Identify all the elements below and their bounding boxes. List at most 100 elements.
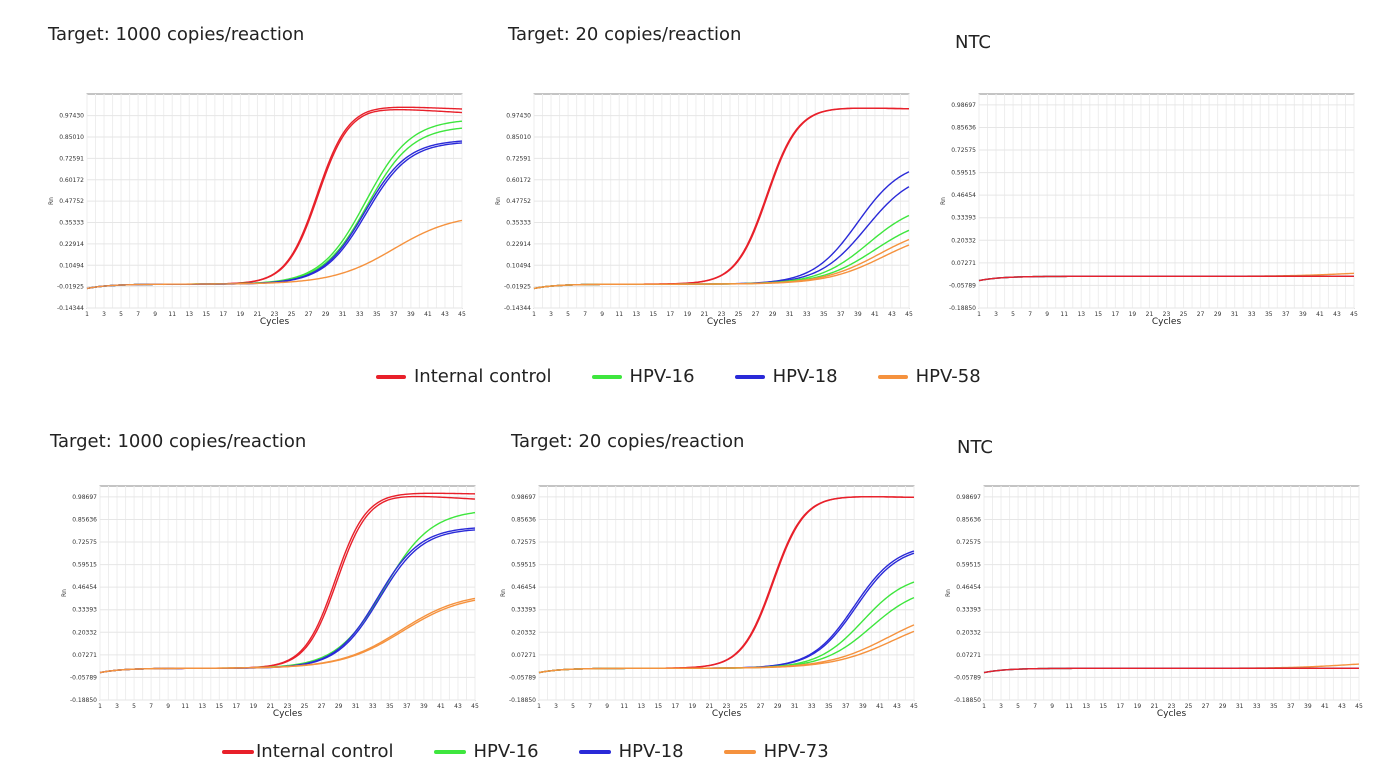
x-tick-label: 45 [1350,311,1358,318]
x-tick-label: 19 [1134,703,1142,710]
x-tick-label: 3 [115,703,119,710]
legend-item-hpv18: HPV-18 [734,366,838,387]
y-tick-label: 0.72591 [59,155,84,162]
legend-label: HPV-18 [772,366,838,387]
y-tick-label: 0.20332 [951,237,976,244]
x-tick-label: 29 [322,311,330,318]
x-tick-label: 39 [859,703,867,710]
x-tick-label: 41 [437,703,445,710]
x-tick-label: 39 [1304,703,1312,710]
y-tick-label: 0.97430 [59,113,84,120]
legend-item-hpv18: HPV-18 [578,741,684,762]
y-tick-label: 0.98697 [511,494,536,501]
x-tick-label: 33 [356,311,364,318]
y-tick-label: 0.72575 [72,539,97,546]
legend-swatch [376,374,406,379]
legend-item-hpv73: HPV-73 [723,741,829,762]
y-tick-label: 0.07271 [72,652,97,659]
x-tick-label: 7 [1028,311,1032,318]
x-tick-label: 35 [373,311,381,318]
legend-top: Internal control HPV-16 HPV-18 HPV-58 [376,366,1021,387]
x-tick-label: 11 [181,703,189,710]
x-tick-label: 23 [1163,311,1171,318]
x-tick-label: 17 [1112,311,1120,318]
y-tick-label: 0.98697 [956,494,981,501]
x-tick-label: 45 [905,311,913,318]
y-tick-label: 0.35333 [506,220,531,227]
y-axis-label: Rn [61,589,68,597]
y-tick-label: 0.07271 [956,652,981,659]
y-tick-label: 0.33393 [511,607,536,614]
y-axis-label: Rn [940,197,947,205]
x-tick-label: 43 [1338,703,1346,710]
chart-6-title: NTC [957,437,993,458]
x-tick-label: 21 [706,703,714,710]
legend-swatch [734,374,765,379]
x-tick-label: 35 [820,311,828,318]
chart-3-title: NTC [955,32,991,53]
chart-5-title: Target: 20 copies/reaction [511,431,745,452]
x-tick-label: 9 [600,311,604,318]
y-tick-label: 0.20332 [956,629,981,636]
y-tick-label: -0.18850 [509,697,536,704]
y-tick-label: 0.46454 [511,584,536,591]
x-tick-label: 1 [98,703,102,710]
y-tick-label: -0.18850 [949,305,976,312]
y-tick-label: 0.85636 [72,516,97,523]
x-tick-label: 27 [752,311,760,318]
x-tick-label: 11 [615,311,623,318]
x-tick-label: 15 [654,703,662,710]
x-tick-label: 9 [166,703,170,710]
x-tick-label: 1 [85,311,89,318]
x-tick-label: 17 [220,311,228,318]
x-tick-label: 27 [757,703,765,710]
y-tick-label: 0.98697 [72,494,97,501]
x-axis-label: Cycles [1157,709,1187,719]
x-tick-label: 15 [215,703,223,710]
y-tick-label: 0.10494 [59,262,84,269]
chart-1: 0.97430 0.85010 0.72591 0.60172 0.47752 0.353… [48,93,466,327]
y-tick-label: -0.18850 [954,697,981,704]
x-tick-label: 29 [769,311,777,318]
x-tick-label: 7 [1033,703,1037,710]
x-tick-label: 37 [1282,311,1290,318]
chart-3: 0.98697 0.85636 0.72575 0.59515 0.46454 0.333… [940,93,1358,327]
x-tick-label: 21 [1146,311,1154,318]
x-tick-label: 39 [420,703,428,710]
y-tick-label: -0.01925 [504,284,531,291]
x-tick-label: 15 [1094,311,1102,318]
chart-6: 0.98697 0.85636 0.72575 0.59515 0.46454 0.333… [945,485,1363,719]
x-tick-label: 41 [876,703,884,710]
x-tick-label: 9 [1050,703,1054,710]
x-tick-label: 25 [1185,703,1193,710]
x-tick-label: 13 [632,311,640,318]
y-tick-label: 0.10494 [506,262,531,269]
x-tick-label: 31 [352,703,360,710]
x-tick-label: 43 [454,703,462,710]
x-tick-label: 7 [149,703,153,710]
y-tick-label: 0.47752 [506,198,531,205]
x-tick-label: 9 [153,311,157,318]
chart-4: 0.98697 0.85636 0.72575 0.59515 0.46454 0.333… [61,485,479,719]
series-line-internal-control [978,275,1354,282]
x-tick-label: 25 [735,311,743,318]
x-tick-label: 13 [198,703,206,710]
legend-label: Internal control [256,741,394,762]
legend-item-internal-control: Internal control [376,366,552,387]
y-tick-label: -0.14344 [57,305,84,312]
x-tick-label: 19 [250,703,258,710]
x-tick-label: 33 [803,311,811,318]
x-tick-label: 31 [1236,703,1244,710]
x-tick-label: 29 [1214,311,1222,318]
x-axis-label: Cycles [707,317,737,327]
x-tick-label: 41 [871,311,879,318]
x-tick-label: 23 [271,311,279,318]
x-tick-label: 35 [825,703,833,710]
x-axis-label: Cycles [273,709,303,719]
legend-label: HPV-16 [629,366,695,387]
y-tick-label: -0.01925 [57,284,84,291]
legend-label: HPV-73 [763,741,829,762]
x-tick-label: 19 [1129,311,1137,318]
y-tick-label: 0.22914 [59,241,84,248]
legend-swatch [591,374,622,379]
